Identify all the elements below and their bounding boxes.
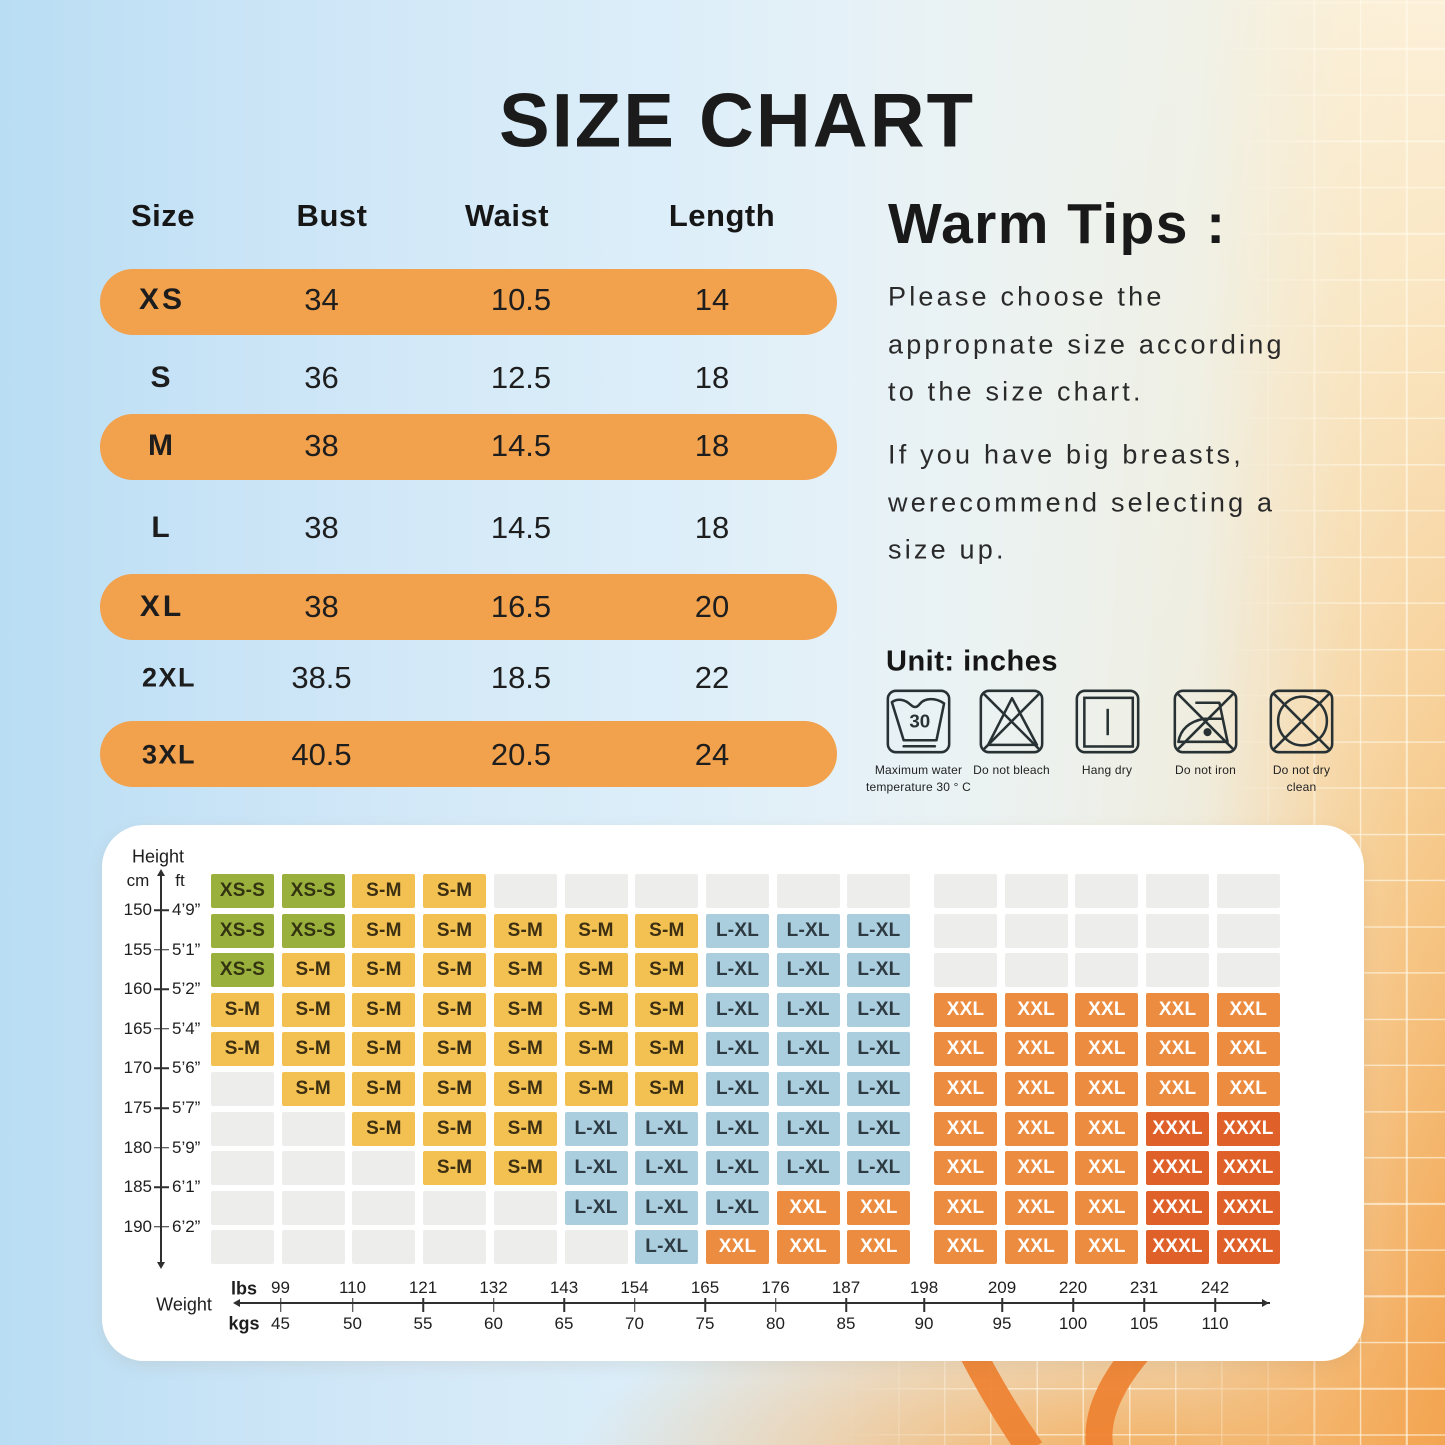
svg-text:30: 30: [909, 710, 930, 731]
